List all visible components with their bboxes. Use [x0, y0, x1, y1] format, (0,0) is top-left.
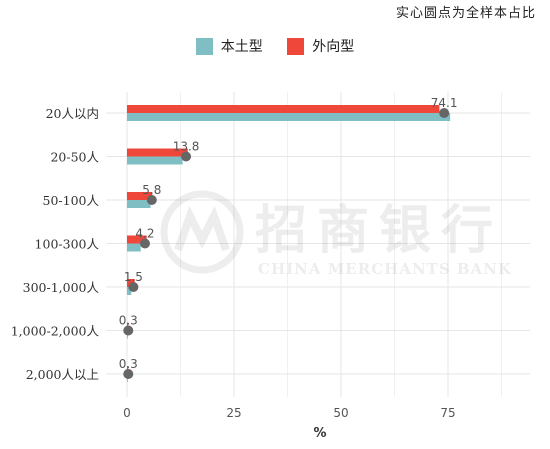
category-label: 300-1,000人	[23, 280, 100, 295]
x-tick-label: 0	[123, 406, 131, 420]
category-label: 50-100人	[43, 193, 100, 208]
bar-domestic	[127, 200, 151, 208]
legend: 本土型 外向型	[0, 36, 550, 59]
overall-value-label: 4.2	[135, 227, 154, 241]
category-label: 20人以内	[46, 106, 99, 121]
overall-dot	[128, 282, 139, 292]
category-label: 2,000人以上	[26, 367, 99, 382]
legend-swatch-domestic	[195, 37, 213, 55]
bar-foreign	[127, 105, 440, 113]
overall-dot	[123, 369, 134, 379]
legend-label-domestic: 本土型	[220, 39, 263, 55]
legend-item-domestic: 本土型	[195, 36, 263, 56]
overall-value-label: 5.8	[142, 183, 161, 197]
legend-item-foreign: 外向型	[287, 36, 354, 56]
legend-label-foreign: 外向型	[312, 39, 355, 55]
overall-value-label: 1.5	[124, 270, 143, 284]
overall-dot	[146, 195, 157, 205]
x-tick-label: 75	[440, 406, 455, 420]
bar-foreign	[127, 192, 153, 200]
bar-domestic	[127, 156, 183, 165]
overall-value-label: 13.8	[173, 140, 200, 154]
category-label: 100-300人	[35, 237, 100, 252]
overall-dot	[123, 325, 134, 336]
x-tick-label: 50	[333, 406, 348, 420]
x-axis-title: %	[313, 426, 326, 441]
bar-domestic	[127, 243, 141, 252]
bar-domestic	[127, 287, 132, 295]
chart-note: 实心圆点为全样本占比	[395, 6, 536, 21]
legend-swatch-foreign	[287, 37, 305, 55]
bar-domestic	[127, 113, 451, 121]
overall-value-label: 74.1	[431, 96, 458, 110]
bar-foreign	[127, 235, 147, 244]
category-label: 1,000-2,000人	[11, 324, 100, 339]
overall-dot	[439, 108, 450, 118]
bar-foreign	[127, 148, 188, 157]
category-label: 20-50人	[50, 150, 99, 165]
overall-value-label: 0.3	[119, 357, 138, 371]
overall-dot	[139, 238, 150, 249]
x-tick-label: 25	[226, 406, 241, 420]
overall-value-label: 0.3	[119, 314, 138, 328]
overall-dot	[181, 151, 192, 162]
